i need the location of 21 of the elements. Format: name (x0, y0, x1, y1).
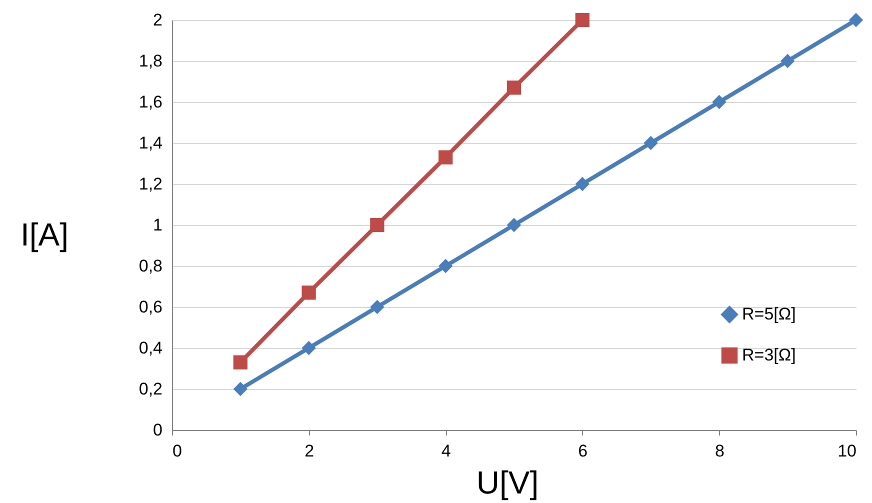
y-tick-label: 1,8 (138, 52, 162, 70)
y-tick-label: 0,6 (138, 298, 162, 316)
y-tick-label: 0 (153, 420, 162, 440)
y-tick-label: 1,4 (138, 134, 162, 152)
y-axis-title: I[A] (20, 216, 69, 252)
y-tick-label: 1,2 (138, 174, 162, 194)
y-tick-label: 0,2 (138, 380, 162, 398)
y-tick-label: 0,4 (138, 338, 162, 358)
x-tick-label: 8 (714, 442, 724, 460)
x-axis-title: U[V] (476, 464, 539, 500)
x-tick-label: 10 (838, 442, 856, 460)
y-tick-label: 2 (153, 10, 162, 30)
legend-label: R=3[Ω] (742, 346, 796, 364)
legend-label: R=5[Ω] (742, 304, 796, 324)
x-tick-label: 6 (578, 442, 588, 460)
x-tick-label: 0 (172, 442, 182, 460)
y-tick-label: 1,6 (138, 92, 162, 112)
y-tick-label: 1 (153, 216, 162, 234)
x-tick-label: 2 (304, 442, 314, 460)
x-tick-label: 4 (441, 442, 451, 460)
y-tick-label: 0,8 (138, 256, 162, 276)
